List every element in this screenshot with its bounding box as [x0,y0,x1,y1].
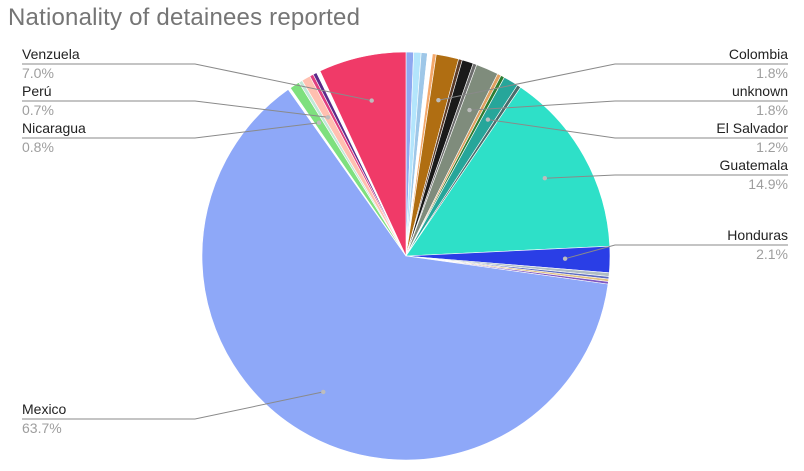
leader-colombia [438,63,788,101]
value-nicaragua: 0.8% [22,139,54,155]
chart-title: Nationality of detainees reported [8,4,361,31]
label-venzuela: Venzuela [22,46,80,62]
leader-dot-el-salvador [485,117,491,122]
label-honduras: Honduras [727,227,788,243]
value-el-salvador: 1.2% [756,139,788,155]
leader-dot-nicaragua [316,120,322,125]
leader-mexico [22,391,324,420]
label-el-salvador: El Salvador [716,120,788,136]
pie-slices [201,51,611,461]
leader-dot-venzuela [369,98,374,103]
leader-venzuela [22,63,372,102]
leader-nicaragua [22,122,320,139]
slice-mexico [201,88,609,461]
value-guatemala: 14.9% [748,176,788,192]
leader-dot-unknown [467,107,472,113]
value-unknown: 1.8% [756,102,788,118]
value-venzuela: 7.0% [22,65,54,81]
value-peru: 0.7% [22,102,54,118]
label-nicaragua: Nicaragua [22,120,86,136]
leader-dot-guatemala [542,176,547,181]
label-colombia: Colombia [729,46,788,62]
label-guatemala: Guatemala [720,157,789,173]
slice-labels: Venzuela 7.0% Perú 0.7% Nicaragua 0.8% Mexico 6… [22,46,788,436]
label-unknown: unknown [732,83,788,99]
leader-el-salvador [487,119,788,139]
value-colombia: 1.8% [756,65,788,81]
leader-guatemala [544,174,788,179]
value-mexico: 63.7% [22,420,62,436]
leader-dot-mexico [321,389,326,395]
leader-dot-honduras [562,256,568,261]
leader-unknown [469,100,788,111]
label-peru: Perú [22,83,52,99]
label-mexico: Mexico [22,401,67,417]
leader-honduras [564,244,788,260]
value-honduras: 2.1% [756,246,788,262]
leader-peru [22,100,328,118]
leader-dot-peru [325,115,331,120]
leader-dot-colombia [436,98,441,103]
leader-lines [22,63,788,420]
slice-venzuela [319,51,407,257]
